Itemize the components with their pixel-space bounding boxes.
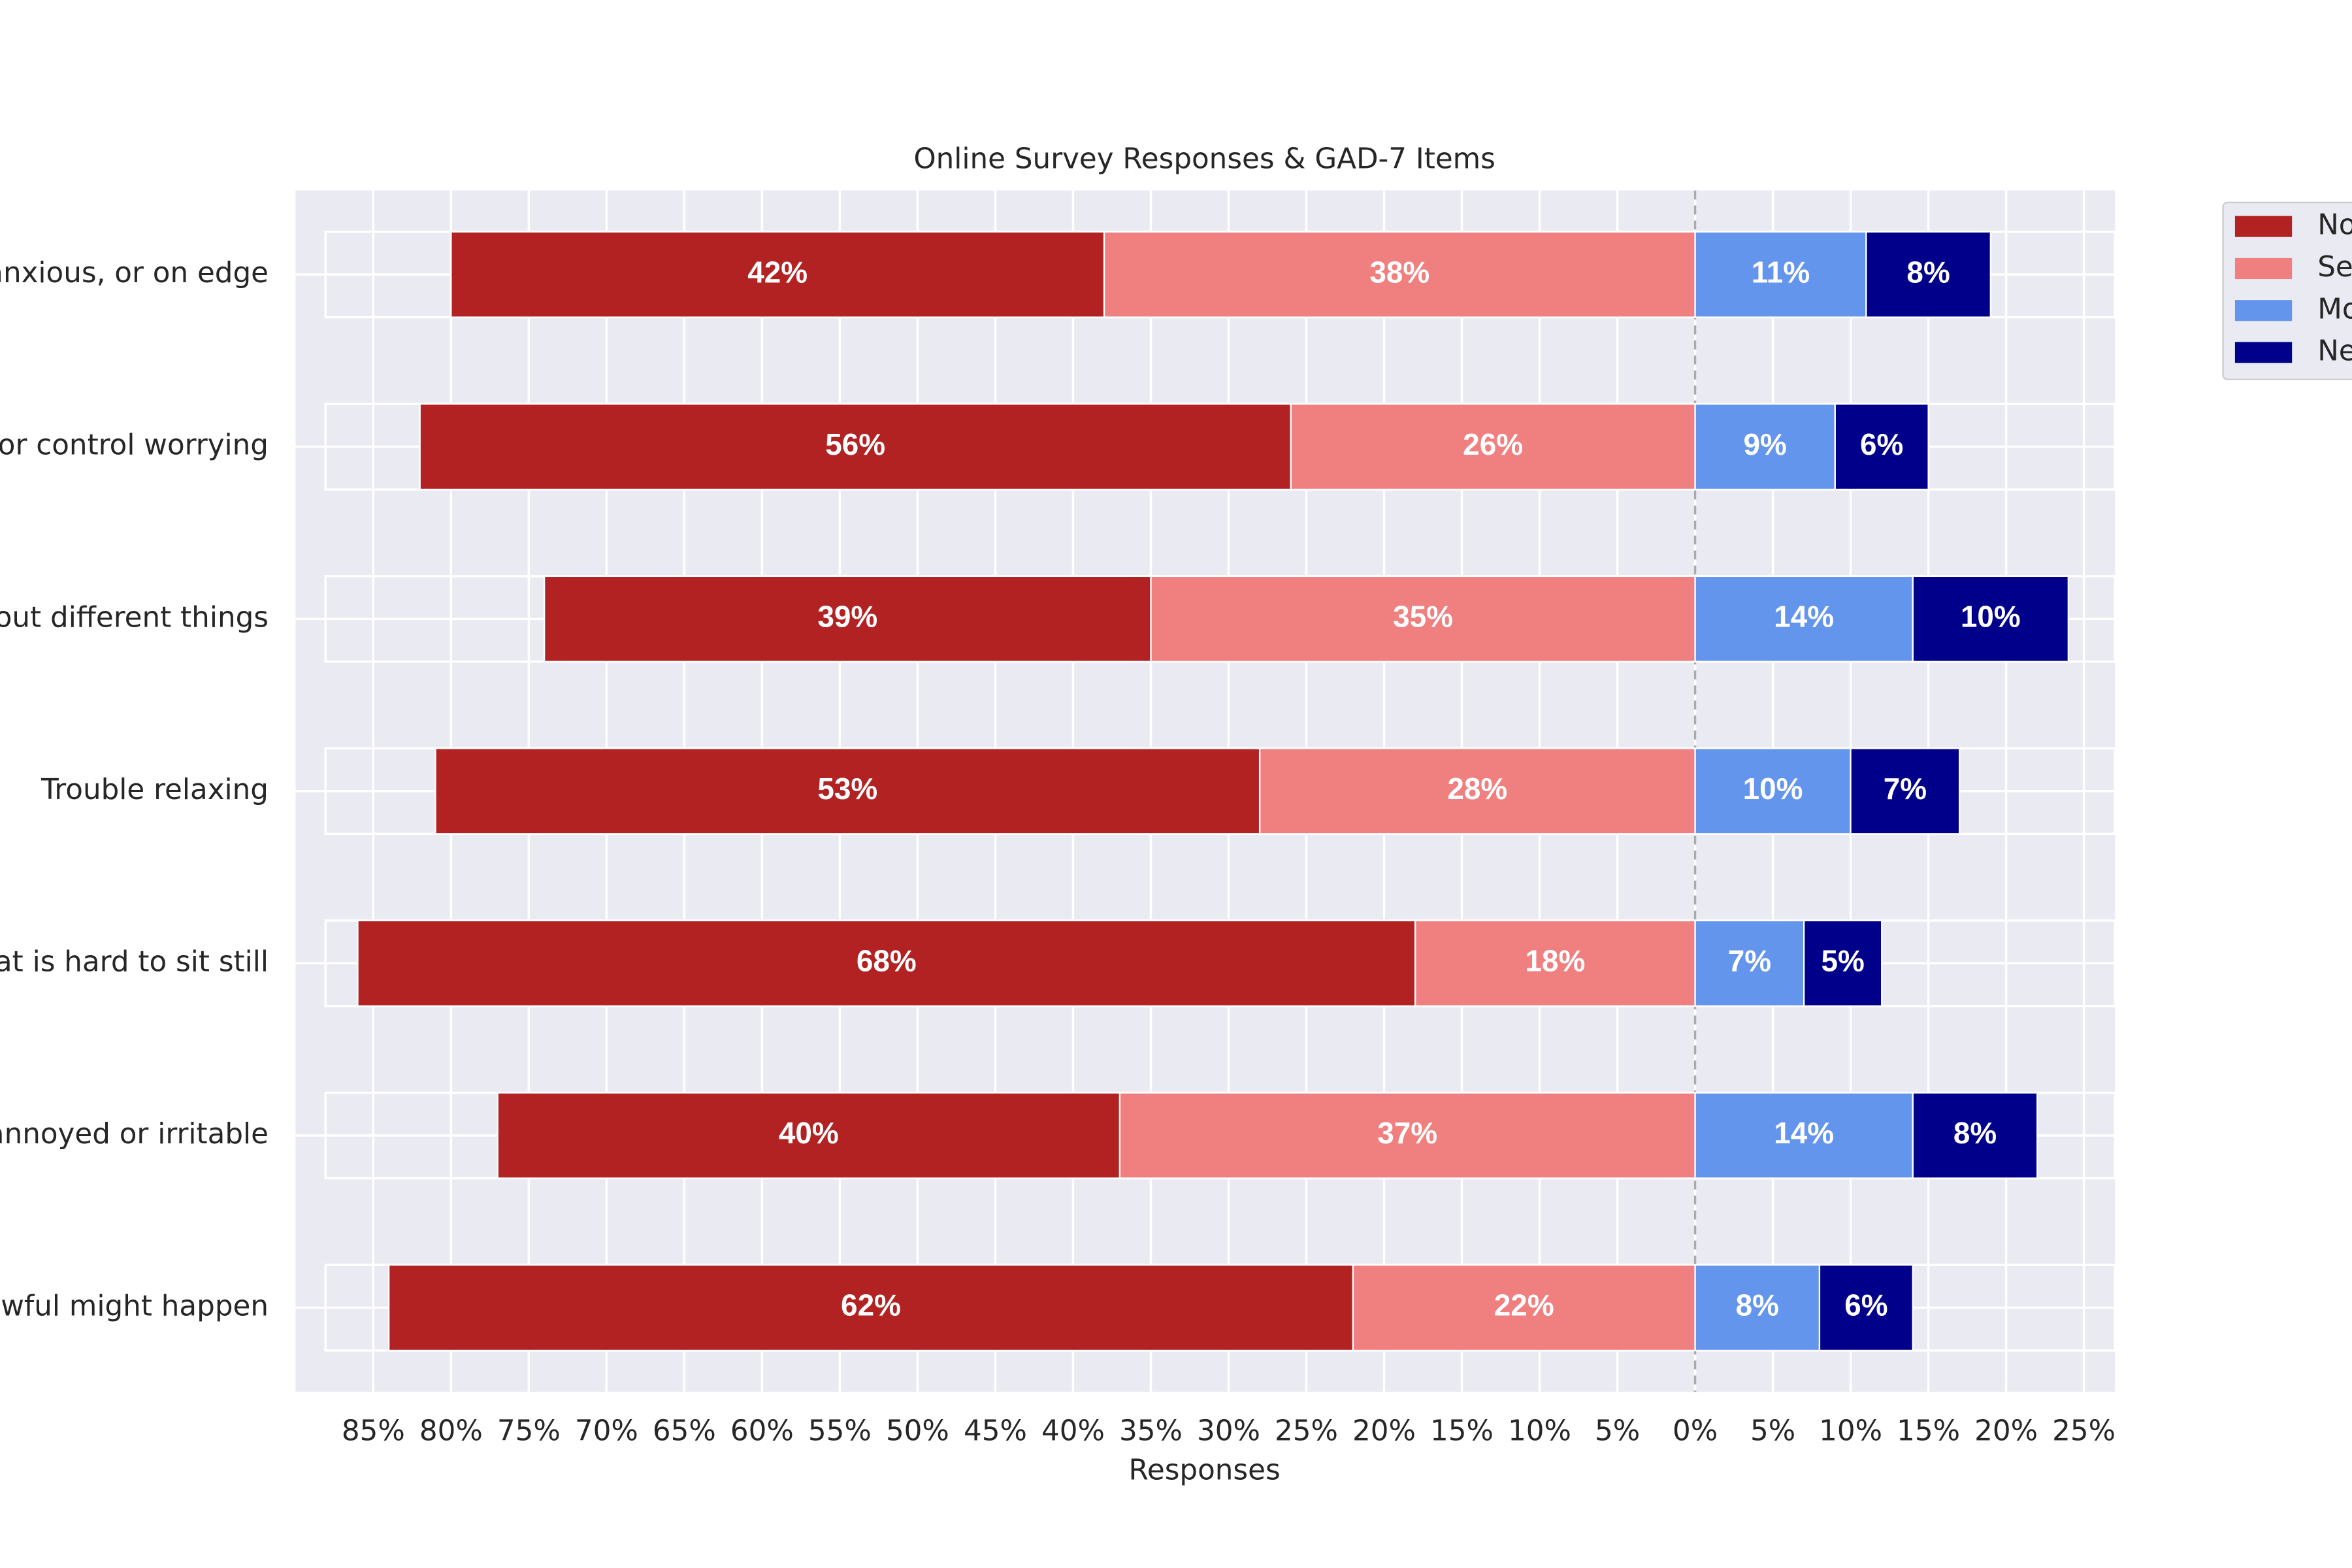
bar [1694,919,1805,1007]
bar [1414,919,1696,1007]
bar [434,747,1261,835]
legend-label: Ne [2317,335,2352,368]
value-label: 8% [1953,1116,1997,1150]
value-label: 38% [1369,255,1429,289]
bar [1694,231,1867,318]
value-label: 53% [817,772,877,806]
bar [1352,1264,1696,1352]
value-label: 7% [1728,944,1771,978]
x-tick-label: 80% [419,1415,483,1448]
x-tick-label: 5% [1595,1415,1640,1448]
legend-label: No [2317,209,2352,242]
value-label: 68% [857,944,917,978]
x-tick-label: 65% [653,1415,716,1448]
value-label: 18% [1525,944,1585,978]
x-tick-label: 60% [730,1415,794,1448]
value-label: 10% [1743,772,1803,806]
value-label: 37% [1377,1116,1437,1150]
y-tick-label: y annoyed or irritable [0,1118,269,1151]
x-tick-label: 85% [342,1415,405,1448]
value-label: 26% [1463,427,1523,461]
value-label: 5% [1821,944,1865,978]
value-label: 11% [1752,255,1810,289]
bar [1865,231,1991,318]
legend-label: Se [2317,251,2352,284]
x-tick-label: 10% [1508,1415,1571,1448]
bar [1818,1264,1914,1352]
x-tick-label: 40% [1041,1415,1105,1448]
bar [357,919,1416,1007]
x-tick-label: 35% [1119,1415,1183,1448]
value-label: 56% [825,427,885,461]
value-label: 8% [1736,1288,1779,1322]
x-tick-label: 15% [1897,1415,1960,1448]
bar [1694,1092,1914,1179]
bar [1912,575,2069,662]
value-label: 22% [1494,1288,1554,1322]
y-tick-label: that is hard to sit still [0,945,269,978]
x-tick-label: 20% [1352,1415,1416,1448]
x-tick-label: 25% [1275,1415,1338,1448]
x-tick-label: 10% [1819,1415,1882,1448]
value-label: 8% [1906,255,1950,289]
marks: 38% 42% 11% 8% 26% 56% 9% 6% 35% 39% 14% 10% 28% 53% 1… [357,231,2069,1352]
value-label: 14% [1774,599,1834,633]
bar [1694,575,1914,662]
y-tick-label: p or control worrying [0,429,269,462]
bar [1803,919,1883,1007]
bar [387,1264,1354,1352]
y-tick-label: Trouble relaxing [41,774,269,806]
legend-swatch [2234,300,2293,321]
value-label: 6% [1844,1288,1887,1322]
bar [1103,231,1696,318]
bar [1290,403,1696,491]
chart-title: Online Survey Responses & GAD-7 Items [913,143,1495,176]
bar [1834,403,1929,491]
bar [1150,575,1696,662]
bar [1694,747,1852,835]
value-label: 7% [1884,772,1927,806]
legend-label: Mo [2317,293,2352,325]
bar [450,231,1105,318]
value-label: 39% [817,599,877,633]
value-label: 14% [1774,1116,1834,1150]
bar [419,403,1292,491]
x-tick-label: 75% [497,1415,561,1448]
value-label: 6% [1860,427,1903,461]
x-axis-label: Responses [1129,1454,1281,1486]
bar [1258,747,1696,835]
x-tick-label: 25% [2052,1415,2115,1448]
bar [497,1092,1121,1179]
legend [2222,201,2352,381]
value-label: 40% [779,1116,839,1150]
legend-swatch [2234,216,2293,237]
x-tick-label: 30% [1197,1415,1260,1448]
y-tick-label: anxious, or on edge [0,257,269,289]
value-label: 28% [1447,772,1507,806]
x-tick-label: 50% [886,1415,949,1448]
x-tick-label: 15% [1430,1415,1494,1448]
bar [543,575,1152,662]
x-tick-label: 20% [1974,1415,2038,1448]
x-tick-label: 70% [575,1415,638,1448]
bar [1694,1264,1821,1352]
y-tick-label: awful might happen [0,1290,269,1323]
x-tick-label: 5% [1750,1415,1795,1448]
x-tick-label: 55% [808,1415,872,1448]
bar [1119,1092,1696,1179]
legend-swatch [2234,342,2293,363]
legend-swatch [2234,257,2293,280]
value-label: 62% [841,1288,901,1322]
value-label: 42% [747,255,808,289]
x-tick-label: 0% [1673,1415,1718,1448]
value-label: 35% [1393,599,1453,633]
x-tick-label: 45% [964,1415,1027,1448]
value-label: 9% [1743,427,1786,461]
bar [1912,1092,2038,1179]
y-tick-label: about different things [0,601,269,634]
bar [1694,403,1836,491]
bar [1850,747,1961,835]
value-label: 10% [1961,599,2021,633]
